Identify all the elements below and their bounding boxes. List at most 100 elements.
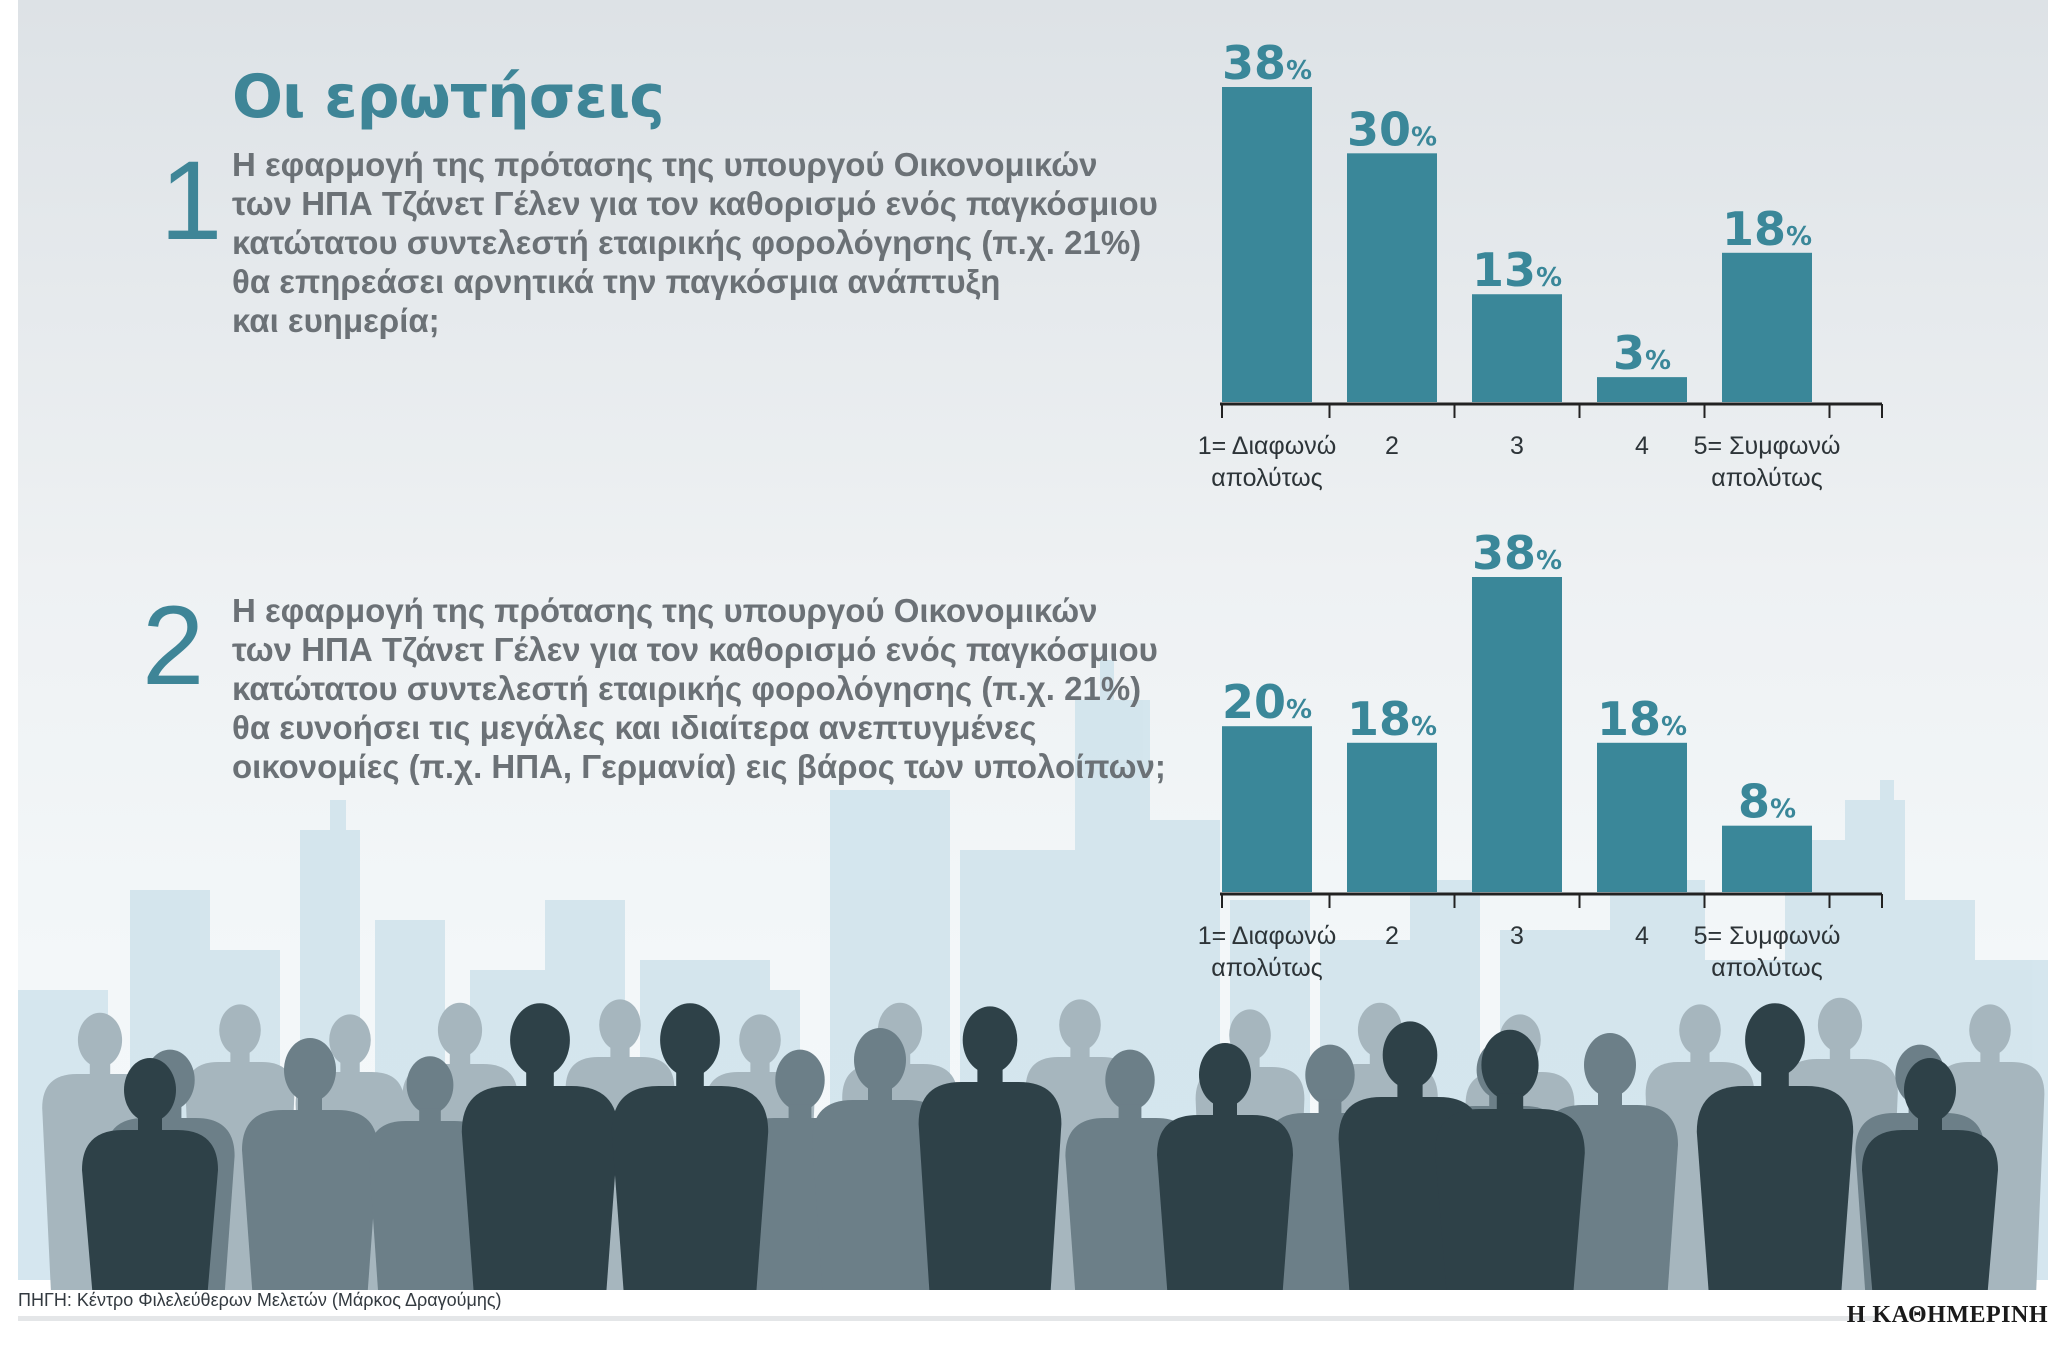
- data-label-value: 18: [1597, 692, 1661, 746]
- data-label: 3%: [1613, 326, 1671, 380]
- x-tick-label-line: απολύτως: [1711, 954, 1822, 982]
- x-tick-label: 2: [1385, 922, 1399, 950]
- bar: [1597, 377, 1687, 402]
- skyline-building: [1100, 660, 1114, 705]
- data-label: 8%: [1738, 775, 1796, 829]
- person-silhouette: [1862, 1058, 1998, 1290]
- data-label-value: 3: [1613, 326, 1645, 380]
- x-tick-label-line: 1= Διαφωνώ: [1198, 432, 1337, 460]
- x-tick-label-line: 3: [1510, 432, 1524, 460]
- data-label-unit: %: [1770, 795, 1796, 825]
- data-label-unit: %: [1411, 712, 1437, 742]
- x-tick-label: 4: [1635, 432, 1649, 460]
- person-silhouette: [368, 1056, 492, 1290]
- data-label-value: 38: [1222, 36, 1286, 90]
- data-label: 13%: [1472, 243, 1562, 297]
- source-note: ΠΗΓΗ: Κέντρο Φιλελεύθερων Μελετών (Μάρκο…: [18, 1290, 502, 1310]
- data-label-unit: %: [1536, 263, 1562, 293]
- data-label-value: 18: [1722, 202, 1786, 256]
- x-tick-label-line: 2: [1385, 922, 1399, 950]
- x-tick-label-line: 3: [1510, 922, 1524, 950]
- x-tick-label: 2: [1385, 432, 1399, 460]
- x-tick-label-line: 1= Διαφωνώ: [1198, 922, 1337, 950]
- data-label-unit: %: [1286, 695, 1312, 725]
- x-tick-label-line: 4: [1635, 432, 1649, 460]
- question-2-number: 2: [142, 583, 205, 708]
- page-title: Οι ερωτήσεις: [232, 62, 665, 132]
- skyline-building: [330, 800, 346, 840]
- data-label: 38%: [1222, 36, 1312, 90]
- question-1-line: Η εφαρμογή της πρότασης της υπουργού Οικ…: [232, 146, 1098, 183]
- x-tick-label-line: 5= Συμφωνώ: [1694, 432, 1841, 460]
- data-label-unit: %: [1411, 122, 1437, 152]
- x-tick-label-line: απολύτως: [1211, 954, 1322, 982]
- question-1-line: κατώτατου συντελεστή εταιρικής φορολόγησ…: [232, 224, 1142, 261]
- publisher-logo: Η ΚΑΘΗΜΕΡΙΝΗ: [1846, 1302, 2048, 1328]
- x-tick-label-line: απολύτως: [1211, 464, 1322, 492]
- bar: [1347, 742, 1437, 892]
- question-2-text: Η εφαρμογή της πρότασης της υπουργού Οικ…: [232, 591, 1166, 786]
- data-label: 18%: [1722, 202, 1812, 256]
- question-2-line: θα ευνοήσει τις μεγάλες και ιδιαίτερα αν…: [232, 709, 1037, 746]
- person-silhouette: [461, 1003, 619, 1290]
- bar: [1472, 577, 1562, 892]
- person-silhouette: [1157, 1043, 1293, 1290]
- x-tick-label: 5= Συμφωνώ απολύτως: [1694, 922, 1841, 982]
- question-2-line: Η εφαρμογή της πρότασης της υπουργού Οικ…: [232, 592, 1098, 629]
- person-silhouette: [82, 1058, 218, 1290]
- data-label-value: 30: [1347, 102, 1411, 156]
- person-silhouette: [1435, 1029, 1585, 1290]
- skyline-building: [1880, 780, 1894, 820]
- data-label-value: 20: [1222, 675, 1286, 729]
- person-silhouette: [1696, 1003, 1854, 1290]
- person-silhouette: [812, 1028, 948, 1290]
- data-label: 18%: [1597, 692, 1687, 746]
- x-tick-label-line: 2: [1385, 432, 1399, 460]
- x-tick-label: 1= Διαφωνώ απολύτως: [1198, 432, 1337, 492]
- bar: [1472, 294, 1562, 402]
- data-label-unit: %: [1536, 546, 1562, 576]
- person-silhouette: [611, 1003, 769, 1290]
- data-label: 18%: [1347, 692, 1437, 746]
- x-tick-label: 1= Διαφωνώ απολύτως: [1198, 922, 1337, 982]
- question-1-number: 1: [160, 138, 223, 263]
- question-1-text: Η εφαρμογή της πρότασης της υπουργού Οικ…: [232, 145, 1158, 340]
- question-1-line: των ΗΠΑ Τζάνετ Γέλεν για τον καθορισμό ε…: [232, 185, 1158, 222]
- bar: [1347, 153, 1437, 402]
- bar: [1722, 252, 1812, 402]
- question-2-line: οικονομίες (π.χ. ΗΠΑ, Γερμανία) εις βάρο…: [232, 748, 1166, 785]
- data-label-unit: %: [1661, 712, 1687, 742]
- data-label-unit: %: [1645, 346, 1671, 376]
- bar: [1222, 87, 1312, 402]
- data-label-unit: %: [1286, 56, 1312, 86]
- question-1-line: και ευημερία;: [232, 302, 440, 339]
- crowd-silhouettes: [42, 997, 2045, 1290]
- data-label: 30%: [1347, 102, 1437, 156]
- x-tick-label: 3: [1510, 432, 1524, 460]
- bar: [1597, 742, 1687, 892]
- x-tick-label-line: απολύτως: [1711, 464, 1822, 492]
- data-label: 38%: [1472, 526, 1562, 580]
- data-label: 20%: [1222, 675, 1312, 729]
- question-2-line: κατώτατου συντελεστή εταιρικής φορολόγησ…: [232, 670, 1142, 707]
- x-tick-label: 4: [1635, 922, 1649, 950]
- x-tick-label-line: 5= Συμφωνώ: [1694, 922, 1841, 950]
- bar: [1722, 825, 1812, 892]
- x-tick-label: 3: [1510, 922, 1524, 950]
- data-label-value: 8: [1738, 775, 1770, 829]
- bar: [1222, 726, 1312, 892]
- footer-divider: [18, 1316, 1878, 1321]
- data-label-value: 18: [1347, 692, 1411, 746]
- question-2-line: των ΗΠΑ Τζάνετ Γέλεν για τον καθορισμό ε…: [232, 631, 1158, 668]
- person-silhouette: [242, 1038, 378, 1290]
- x-tick-label-line: 4: [1635, 922, 1649, 950]
- chart-question-2: 20% 1= Διαφωνώ απολύτως 18% 2 38% 3 18% 4 8% 5= Συ…: [1198, 526, 1883, 982]
- question-1-line: θα επηρεάσει αρνητικά την παγκόσμια ανάπ…: [232, 263, 1001, 300]
- data-label-value: 13: [1472, 243, 1536, 297]
- x-tick-label: 5= Συμφωνώ απολύτως: [1694, 432, 1841, 492]
- person-silhouette: [918, 1006, 1062, 1290]
- data-label-unit: %: [1786, 222, 1812, 252]
